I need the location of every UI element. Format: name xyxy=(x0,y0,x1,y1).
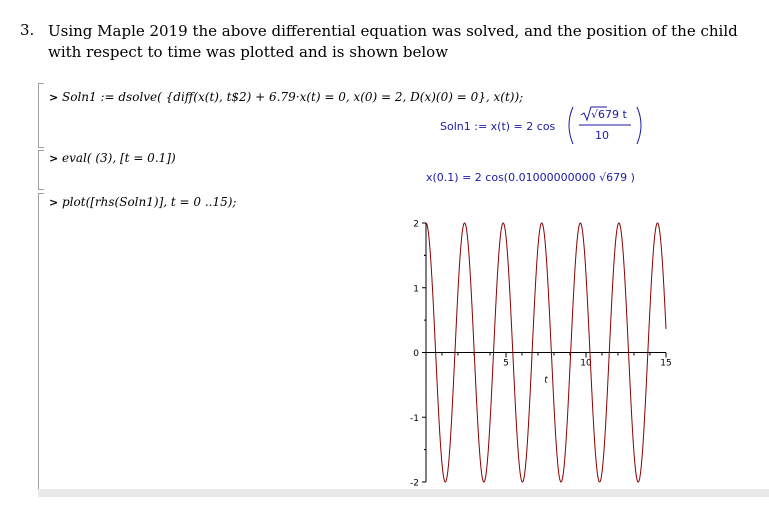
execution-group-bracket-3[interactable] xyxy=(38,193,44,491)
input-prompt: > xyxy=(49,91,59,104)
horizontal-scrollbar[interactable] xyxy=(38,489,769,497)
series-line-position xyxy=(425,222,667,483)
question-text: Using Maple 2019 the above differential … xyxy=(48,22,738,61)
plot-command[interactable]: plot([rhs(Soln1)], t = 0 ..15); xyxy=(62,195,237,209)
left-paren xyxy=(568,106,574,145)
x-axis-label: t xyxy=(544,376,548,386)
eval-command[interactable]: eval( (3), [t = 0.1]) xyxy=(62,151,176,165)
input-prompt: > xyxy=(49,152,59,165)
question-number: 3. xyxy=(20,21,35,39)
fraction-denominator: 10 xyxy=(595,129,609,142)
solution-output-lhs: Soln1 := x(t) = 2 cos xyxy=(440,120,556,133)
x-tick-label: 10 xyxy=(580,359,592,369)
execution-group-bracket-2[interactable] xyxy=(38,150,44,190)
radical-sign xyxy=(580,106,607,122)
y-tick-label: -1 xyxy=(410,414,419,424)
solution-fraction: √679 t 10 xyxy=(568,106,642,145)
y-tick-label: 2 xyxy=(413,220,419,230)
right-paren xyxy=(636,106,642,145)
dsolve-command[interactable]: Soln1 := dsolve( {diff(x(t), t$2) + 6.79… xyxy=(62,90,524,104)
execution-group-bracket-1[interactable] xyxy=(38,83,44,148)
x-tick-label: 5 xyxy=(503,359,509,369)
y-tick-label: -2 xyxy=(410,479,419,489)
input-prompt: > xyxy=(49,196,59,209)
fraction-numerator: √679 t xyxy=(591,108,628,121)
y-tick-label: 1 xyxy=(413,284,419,294)
eval-output: x(0.1) = 2 cos(0.01000000000 √679 ) xyxy=(426,171,635,184)
y-tick-label: 0 xyxy=(413,349,419,359)
x-tick-label: 15 xyxy=(660,359,671,369)
